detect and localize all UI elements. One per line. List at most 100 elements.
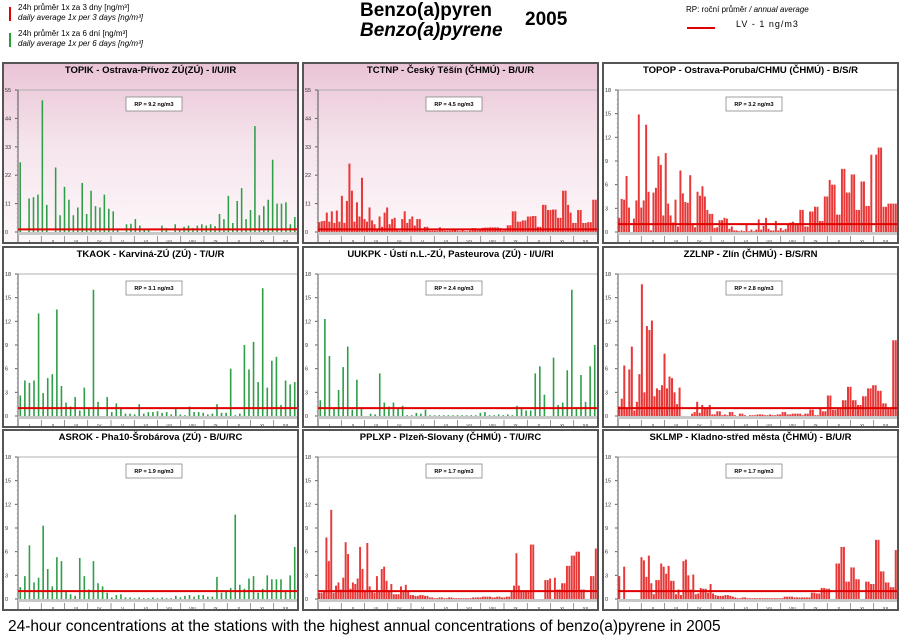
- bar: [781, 412, 784, 416]
- bar: [748, 415, 751, 416]
- bar: [657, 580, 660, 599]
- bar: [56, 309, 58, 416]
- bar: [643, 392, 646, 416]
- bar: [19, 395, 22, 416]
- bar: [445, 598, 448, 599]
- bar: [138, 404, 141, 416]
- bar: [211, 413, 214, 416]
- bar: [741, 413, 744, 416]
- bar: [703, 196, 706, 232]
- bar: [849, 386, 852, 416]
- bar: [156, 411, 159, 416]
- bar: [320, 592, 323, 599]
- bar: [809, 409, 812, 416]
- bar: [514, 211, 517, 232]
- bar: [504, 230, 507, 232]
- bar: [101, 586, 104, 599]
- chart-title: TKAOK - Karviná-ZÚ (ZÚ) - T/U/R: [76, 249, 225, 260]
- bar: [337, 389, 340, 416]
- bar: [143, 229, 145, 232]
- bar: [726, 415, 729, 416]
- bar: [275, 356, 278, 416]
- x-tick-label: IX: [513, 606, 517, 609]
- bar: [359, 546, 362, 599]
- bar: [88, 408, 90, 416]
- bar: [333, 222, 336, 232]
- bar: [229, 368, 232, 416]
- chart-title: TCTNP - Český Těšín (ČHMÚ) - B/U/R: [366, 65, 535, 76]
- bar: [836, 408, 839, 416]
- y-tick-label: 6: [605, 367, 608, 373]
- bar: [826, 196, 829, 232]
- bar: [671, 378, 674, 416]
- bar: [799, 413, 802, 416]
- y-tick-label: 9: [605, 526, 608, 532]
- bar: [376, 229, 379, 232]
- bar: [850, 174, 853, 232]
- bar: [243, 345, 246, 416]
- bar: [718, 220, 721, 232]
- bar: [575, 407, 578, 416]
- bar: [369, 413, 372, 416]
- bar: [401, 219, 404, 232]
- bar: [152, 597, 154, 599]
- x-tick-label: XI: [860, 423, 864, 426]
- bar: [566, 370, 569, 416]
- bar: [115, 595, 118, 599]
- y-tick-label: 55: [305, 88, 311, 94]
- x-tick-label: I: [629, 423, 630, 426]
- bar: [289, 575, 291, 599]
- x-tick-label: V: [421, 423, 424, 426]
- annotation-text: RP = 9.2 ng/m3: [134, 102, 173, 108]
- annotation-box: [125, 96, 183, 112]
- bar: [366, 542, 369, 599]
- annual-average-annotation: RP = 4.5 ng/m3: [425, 96, 483, 112]
- y-tick-label: 0: [605, 597, 608, 603]
- bar: [436, 230, 439, 232]
- bar: [792, 221, 794, 232]
- chart-title: UUKPK - Ústí n.L.-ZÚ, Pasteurova (ZÚ) - …: [347, 249, 554, 260]
- bar: [519, 221, 522, 232]
- bar: [718, 411, 721, 416]
- bar: [257, 382, 259, 416]
- bar: [120, 408, 122, 416]
- bar: [701, 404, 704, 416]
- bar: [816, 206, 819, 232]
- bar: [648, 330, 651, 416]
- bar: [712, 593, 715, 599]
- bar: [679, 170, 682, 232]
- bar: [796, 223, 799, 232]
- x-axis-band: [18, 599, 297, 602]
- bar: [401, 405, 404, 416]
- bar: [510, 591, 513, 599]
- bar: [470, 415, 473, 416]
- x-tick-label: III: [674, 239, 678, 242]
- bar: [360, 408, 363, 416]
- bar: [721, 415, 724, 416]
- y-tick-label: 55: [5, 88, 11, 94]
- bar: [330, 509, 333, 599]
- x-tick-label: II: [352, 239, 355, 242]
- bar: [65, 591, 67, 599]
- bar: [371, 591, 374, 599]
- bar: [772, 230, 775, 232]
- bar: [804, 413, 807, 416]
- bar: [592, 576, 595, 599]
- annotation-box: [125, 463, 183, 479]
- bar: [342, 577, 345, 599]
- bar: [447, 415, 450, 416]
- y-tick-label: 0: [305, 414, 308, 420]
- bar: [193, 596, 195, 599]
- bar: [83, 387, 86, 416]
- bar: [848, 192, 851, 232]
- bar: [147, 412, 150, 416]
- bar: [640, 284, 643, 416]
- x-tick-label: IV: [697, 606, 701, 609]
- bar: [779, 228, 782, 232]
- bar: [783, 596, 786, 599]
- y-tick-label: 12: [5, 502, 11, 508]
- bar: [894, 550, 897, 599]
- bar: [672, 580, 675, 599]
- bar: [521, 220, 524, 232]
- bar: [460, 598, 463, 599]
